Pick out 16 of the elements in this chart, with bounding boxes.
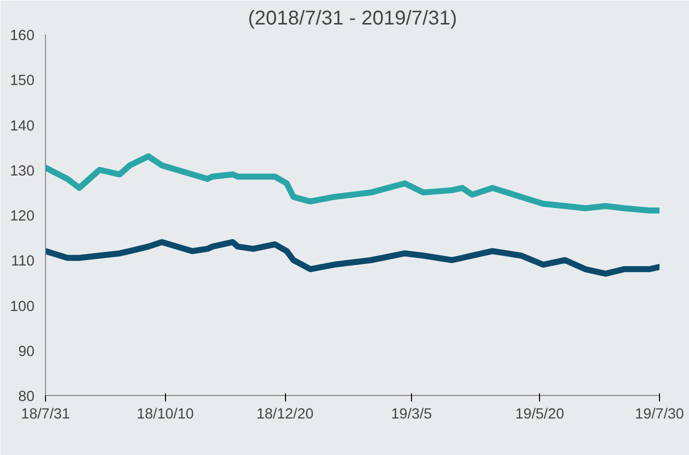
y-tick-label: 160 bbox=[10, 28, 35, 44]
x-tick-label: 18/7/31 bbox=[21, 406, 70, 422]
y-tick-label: 110 bbox=[11, 254, 35, 270]
y-tick-label: 150 bbox=[10, 73, 35, 90]
y-tick-label: 80 bbox=[18, 389, 35, 405]
y-tick-label: 130 bbox=[10, 163, 35, 180]
x-tick-label: 18/12/20 bbox=[256, 406, 314, 422]
x-tick-label: 19/3/5 bbox=[391, 406, 432, 422]
x-tick-label: 19/5/20 bbox=[515, 406, 564, 422]
y-tick-label: 120 bbox=[10, 208, 35, 224]
x-tick-label: 18/10/10 bbox=[136, 406, 194, 422]
y-tick-label: 140 bbox=[10, 118, 35, 134]
x-tick-label: 19/7/30 bbox=[635, 406, 684, 422]
chart-title: (2018/7/31 - 2019/7/31) bbox=[248, 8, 458, 30]
y-tick-label: 100 bbox=[10, 298, 35, 315]
y-tick-label: 90 bbox=[18, 344, 35, 360]
